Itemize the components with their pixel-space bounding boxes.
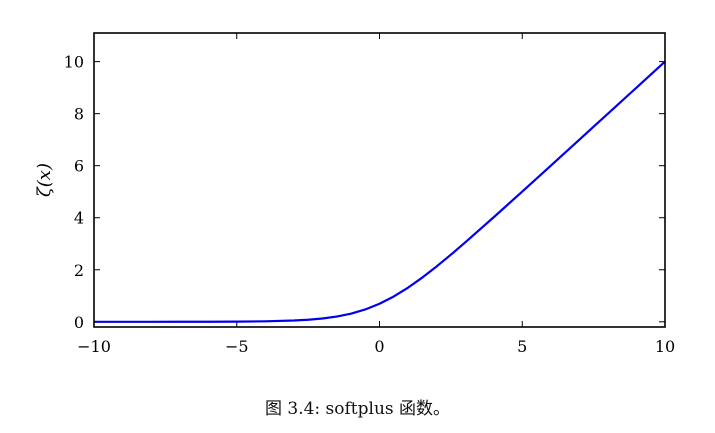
x-tick-label: 10 bbox=[655, 337, 675, 356]
figure-caption: 图 3.4: softplus 函数。 bbox=[264, 399, 451, 419]
x-tick-label: 0 bbox=[374, 337, 384, 356]
y-axis-label: ζ(x) bbox=[34, 163, 55, 197]
y-tick-label: 0 bbox=[74, 313, 84, 332]
tick-labels: −10 −5 0 5 10 0 2 4 6 8 10 bbox=[64, 53, 676, 356]
curve-layer bbox=[93, 60, 666, 323]
x-tick-label: −5 bbox=[225, 337, 249, 356]
axis-ticks bbox=[93, 33, 666, 327]
y-tick-label: 10 bbox=[64, 53, 84, 72]
softplus-curve bbox=[93, 60, 666, 323]
x-tick-label: 5 bbox=[517, 337, 527, 356]
y-tick-label: 6 bbox=[74, 157, 84, 176]
y-tick-label: 2 bbox=[74, 261, 84, 280]
y-tick-label: 8 bbox=[74, 105, 84, 124]
plot-frame bbox=[93, 32, 666, 328]
y-tick-label: 4 bbox=[74, 209, 84, 228]
x-tick-label: −10 bbox=[77, 337, 111, 356]
